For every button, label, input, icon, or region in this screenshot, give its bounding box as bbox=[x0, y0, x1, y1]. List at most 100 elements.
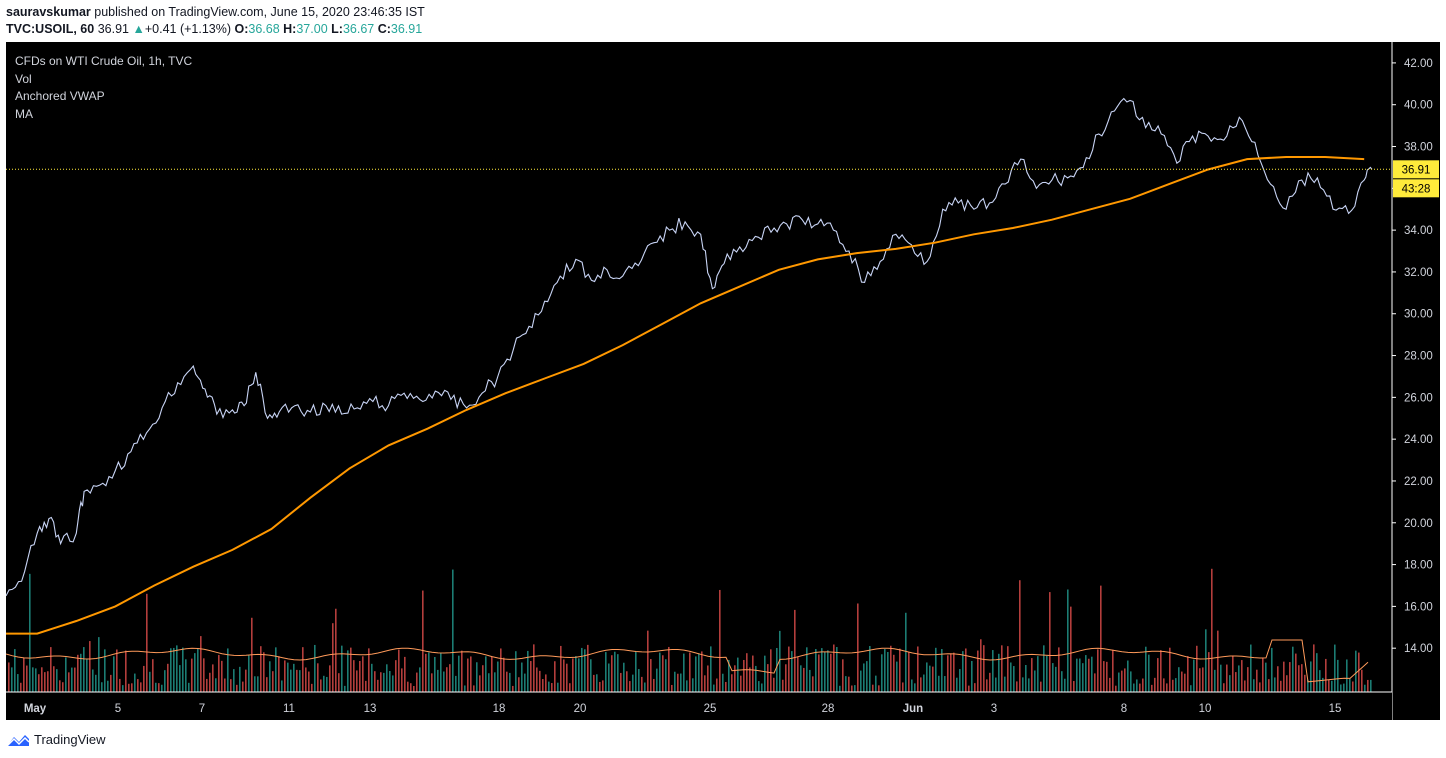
volume-bar bbox=[458, 655, 460, 692]
last-price-label: 36.91 bbox=[1402, 164, 1431, 176]
x-tick-label: Jun bbox=[903, 703, 923, 715]
volume-bar bbox=[278, 656, 280, 692]
volume-bar bbox=[836, 647, 838, 692]
volume-bar bbox=[68, 672, 70, 692]
volume-bar bbox=[260, 646, 262, 692]
volume-bar bbox=[1316, 653, 1318, 692]
volume-bar bbox=[710, 646, 712, 692]
volume-bar bbox=[1226, 664, 1228, 692]
vwap-series bbox=[6, 156, 1365, 635]
volume-bar bbox=[173, 647, 175, 692]
volume-bar bbox=[1334, 644, 1336, 692]
volume-bar bbox=[698, 653, 700, 692]
volume-bar bbox=[1367, 679, 1369, 692]
volume-bar bbox=[485, 656, 487, 692]
volume-bar bbox=[122, 685, 124, 692]
tradingview-logo-icon[interactable] bbox=[6, 732, 30, 748]
y-tick-label: 18.00 bbox=[1404, 560, 1433, 572]
chart-area[interactable]: 42.0040.0038.0036.0034.0032.0030.0028.00… bbox=[6, 42, 1440, 720]
volume-bar bbox=[479, 675, 481, 692]
volume-bar bbox=[512, 685, 514, 692]
volume-bar bbox=[1211, 568, 1213, 692]
volume-bar bbox=[59, 680, 61, 692]
volume-bar bbox=[416, 672, 418, 692]
legend-vwap[interactable]: Anchored VWAP bbox=[15, 89, 105, 103]
volume-bar bbox=[311, 683, 313, 692]
volume-bar bbox=[1019, 580, 1021, 692]
volume-bar bbox=[44, 672, 46, 692]
volume-bar bbox=[131, 683, 133, 692]
chart-header: sauravskumar published on TradingView.co… bbox=[0, 0, 1446, 42]
chart-canvas[interactable]: 42.0040.0038.0036.0034.0032.0030.0028.00… bbox=[6, 42, 1440, 720]
volume-bar bbox=[650, 659, 652, 692]
volume-bar bbox=[398, 649, 400, 692]
y-tick-label: 28.00 bbox=[1404, 351, 1433, 363]
volume-bar bbox=[959, 669, 961, 692]
volume-bar bbox=[272, 671, 274, 692]
volume-bar bbox=[1100, 585, 1102, 692]
volume-bar bbox=[380, 672, 382, 692]
volume-bar bbox=[563, 659, 565, 692]
high-label: H: bbox=[283, 22, 297, 36]
volume-bar bbox=[914, 683, 916, 692]
volume-bar bbox=[629, 681, 631, 692]
legend-title[interactable]: CFDs on WTI Crude Oil, 1h, TVC bbox=[15, 54, 193, 68]
author-name[interactable]: sauravskumar bbox=[6, 5, 91, 19]
volume-bar bbox=[461, 650, 463, 692]
volume-bar bbox=[845, 676, 847, 692]
volume-bar bbox=[500, 648, 502, 692]
volume-bar bbox=[782, 679, 784, 692]
volume-bar bbox=[785, 664, 787, 692]
volume-bar bbox=[1124, 668, 1126, 692]
volume-bar bbox=[1355, 650, 1357, 692]
volume-bar bbox=[170, 648, 172, 692]
volume-bar bbox=[248, 655, 250, 692]
volume-bar bbox=[467, 658, 469, 692]
volume-bar bbox=[887, 652, 889, 692]
x-tick-label: 15 bbox=[1329, 703, 1342, 715]
volume-bar bbox=[800, 665, 802, 692]
x-tick-label: 11 bbox=[283, 703, 295, 715]
volume-bar bbox=[281, 680, 283, 692]
volume-bar bbox=[1199, 668, 1201, 692]
volume-bar bbox=[158, 683, 160, 692]
volume-bar bbox=[878, 685, 880, 692]
volume-bar bbox=[821, 648, 823, 692]
volume-bar bbox=[572, 658, 574, 692]
volume-bar bbox=[1028, 678, 1030, 692]
volume-bar bbox=[905, 612, 907, 692]
volume-bar bbox=[794, 609, 796, 692]
volume-bar bbox=[1031, 658, 1033, 692]
volume-bar bbox=[833, 644, 835, 692]
volume-bar bbox=[818, 654, 820, 692]
tradingview-brand[interactable]: TradingView bbox=[34, 732, 106, 747]
symbol-label: TVC:USOIL, 60 bbox=[6, 22, 95, 36]
volume-bar bbox=[791, 651, 793, 692]
volume-bar bbox=[71, 667, 73, 692]
last-price: 36.91 bbox=[97, 22, 129, 36]
volume-bar bbox=[26, 665, 28, 692]
volume-bar bbox=[413, 685, 415, 692]
legend-ma[interactable]: MA bbox=[15, 106, 33, 121]
volume-bar bbox=[434, 656, 436, 692]
volume-bar bbox=[1217, 630, 1219, 692]
x-tick-label: May bbox=[24, 703, 47, 715]
volume-bar bbox=[440, 652, 442, 692]
close-value: 36.91 bbox=[390, 22, 423, 36]
legend-vol[interactable]: Vol bbox=[15, 71, 32, 86]
x-tick-label: 25 bbox=[704, 703, 717, 715]
volume-bar bbox=[185, 659, 187, 692]
volume-bar bbox=[167, 663, 169, 692]
volume-bar bbox=[953, 652, 955, 692]
x-tick-label: 18 bbox=[493, 703, 506, 715]
change-up-arrow-icon: ▲ bbox=[132, 22, 145, 36]
volume-bar bbox=[266, 677, 268, 692]
volume-bar bbox=[212, 664, 214, 692]
volume-bar bbox=[1208, 652, 1210, 692]
volume-bar bbox=[686, 680, 688, 692]
volume-bar bbox=[1004, 676, 1006, 692]
volume-bar bbox=[659, 652, 661, 692]
volume-bar bbox=[533, 644, 535, 692]
volume-bar bbox=[302, 647, 304, 692]
volume-bar bbox=[509, 672, 511, 692]
